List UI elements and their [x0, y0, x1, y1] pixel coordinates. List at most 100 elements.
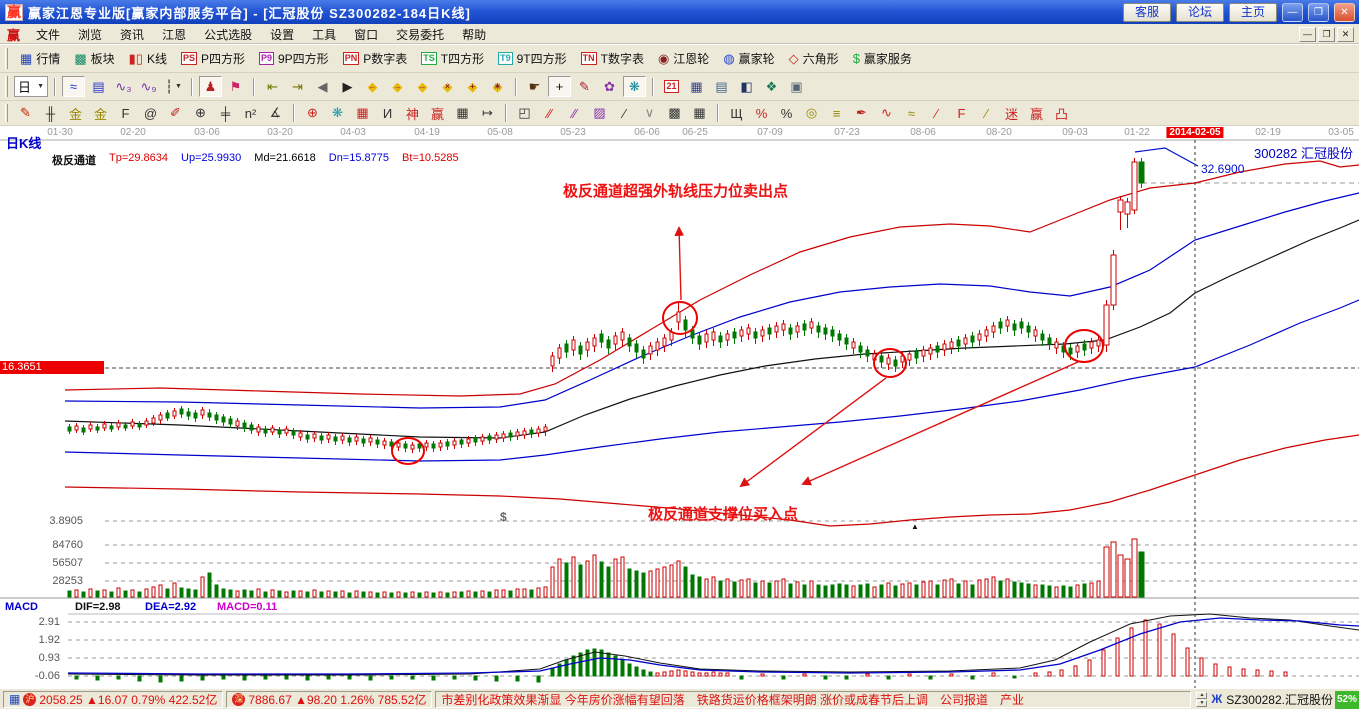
spinner-control[interactable]: ▲ ▼ [1196, 691, 1208, 707]
tool-black-slash[interactable]: ∕ [613, 103, 636, 124]
tool-red-brush[interactable]: ✎ [14, 103, 37, 124]
toolbar-kline[interactable]: ▮▯ K线 [122, 48, 174, 69]
tool-red-grid-box[interactable]: ▦ [351, 103, 374, 124]
tool-v-tool[interactable]: ∨ [638, 103, 661, 124]
toolbar-drag-handle[interactable] [5, 76, 8, 97]
mdi-restore[interactable]: ❐ [1318, 26, 1335, 42]
tool-time-wheel[interactable]: ⊕ [189, 103, 212, 124]
tool-gold-bars[interactable]: ≈ [900, 103, 923, 124]
mdi-minimize[interactable]: — [1299, 26, 1316, 42]
toolbar-p-square[interactable]: PS P四方形 [174, 48, 252, 69]
menu-browse[interactable]: 浏览 [78, 27, 103, 42]
tool-fib-ruler[interactable]: F [114, 103, 137, 124]
tool-red-fan[interactable]: ∕∕ [538, 103, 561, 124]
tool-purple-fan[interactable]: ∕∕ [563, 103, 586, 124]
tool-info-note[interactable]: ▤ [87, 76, 110, 97]
tool-prev-bar[interactable]: ◀ [311, 76, 334, 97]
tool-shen-tool[interactable]: 神 [401, 103, 424, 124]
menu-news[interactable]: 资讯 [120, 27, 145, 42]
tool-candle-width-dropdown[interactable]: ┆ ▼ [162, 76, 185, 97]
tool-calculator[interactable]: ▦ [685, 76, 708, 97]
tool-calendar-21[interactable]: 21 [660, 76, 683, 97]
tool-diamond-left[interactable]: ◆ ← [361, 76, 384, 97]
tool-angle-tool[interactable]: ∡ [264, 103, 287, 124]
tool-net-search[interactable]: ❖ [760, 76, 783, 97]
tool-trend-overlay[interactable]: ≈ [62, 76, 85, 97]
tool-diamond-star[interactable]: ◆ ✳ [486, 76, 509, 97]
tool-go-first[interactable]: ⇤ [261, 76, 284, 97]
toolbar-nine-p-square[interactable]: P9 9P四方形 [252, 48, 336, 69]
tool-gold-slash[interactable]: ∕ [975, 103, 998, 124]
tool-wave-line[interactable]: ∿ [875, 103, 898, 124]
minimize-button[interactable]: — [1282, 2, 1303, 22]
menu-trade[interactable]: 交易委托 [396, 27, 445, 42]
tool-flower-tool[interactable]: ✿ [598, 76, 621, 97]
tool-gold-ruler-1[interactable]: 金 [64, 103, 87, 124]
spin-down-icon[interactable]: ▼ [1196, 699, 1208, 707]
tool-crosshair-tool[interactable]: + [548, 76, 571, 97]
tool-next-bar[interactable]: ▶ [336, 76, 359, 97]
tool-red-figure[interactable]: ♟ [199, 76, 222, 97]
mdi-close[interactable]: ✕ [1337, 26, 1354, 42]
forum-button[interactable]: 论坛 [1175, 2, 1224, 22]
tool-wave-9[interactable]: ∿₉ [137, 76, 160, 97]
homepage-button[interactable]: 主页 [1228, 2, 1277, 22]
toolbar-t-square[interactable]: TS T四方形 [414, 48, 491, 69]
tool-diamond-right[interactable]: ◆ → [386, 76, 409, 97]
tool-period-daily-dropdown[interactable]: 日 ▼ [14, 76, 48, 97]
tool-target-circle[interactable]: ⊕ [301, 103, 324, 124]
toolbar-t-number-table[interactable]: TN T数字表 [574, 48, 651, 69]
tool-black-grid-2[interactable]: ▦ [688, 103, 711, 124]
tool-red-pen-2[interactable]: ✒ [850, 103, 873, 124]
tool-price-scale[interactable]: Щ [725, 103, 748, 124]
tool-grid-ruler[interactable]: ╪ [214, 103, 237, 124]
menu-formula-stock-pick[interactable]: 公式选股 [204, 27, 253, 42]
tool-gold-ruler-2[interactable]: 金 [89, 103, 112, 124]
tool-notepad[interactable]: ▤ [710, 76, 733, 97]
toolbar-drag-handle[interactable] [5, 104, 8, 122]
tool-brain-analysis[interactable]: ❋ [623, 76, 646, 97]
tool-grid-123[interactable]: ▦ [451, 103, 474, 124]
tool-wave-3[interactable]: ∿₃ [112, 76, 135, 97]
tool-width-arrows[interactable]: ↦ [476, 103, 499, 124]
toolbar-hexagon[interactable]: ◇ 六角形 [782, 48, 846, 69]
tool-red-marker[interactable]: ✐ [164, 103, 187, 124]
tool-go-last[interactable]: ⇥ [286, 76, 309, 97]
toolbar-drag-handle[interactable] [5, 48, 8, 69]
tool-ying-tool-2[interactable]: 赢 [1025, 103, 1048, 124]
tool-j-line[interactable]: ∕ [925, 103, 948, 124]
spin-up-icon[interactable]: ▲ [1196, 691, 1208, 699]
chart-area[interactable]: 01-30 02-20 03-06 03-20 04-03 04-19 05-08 05-23… [0, 126, 1359, 688]
tool-remote-computer[interactable]: ▣ [785, 76, 808, 97]
tool-black-grid[interactable]: ▩ [663, 103, 686, 124]
restore-button[interactable]: ❐ [1308, 2, 1329, 22]
tool-gold-lines[interactable]: ≡ [825, 103, 848, 124]
tool-flag-chart[interactable]: ⚑ [224, 76, 247, 97]
tool-f-line[interactable]: F [950, 103, 973, 124]
menu-tools[interactable]: 工具 [312, 27, 337, 42]
menu-settings[interactable]: 设置 [270, 27, 295, 42]
tool-hand-tool[interactable]: ☛ [523, 76, 546, 97]
tool-mi-tool[interactable]: 迷 [1000, 103, 1023, 124]
tool-save[interactable]: ◧ [735, 76, 758, 97]
tool-diamond-expand[interactable]: ◆ ↔ [411, 76, 434, 97]
close-button[interactable]: ✕ [1334, 2, 1355, 22]
tool-mark-pencil[interactable]: ✎ [573, 76, 596, 97]
tool-gold-circle[interactable]: ◎ [800, 103, 823, 124]
menu-help[interactable]: 帮助 [462, 27, 487, 42]
tool-diamond-plus[interactable]: ◆ + [461, 76, 484, 97]
toolbar-p-number-table[interactable]: PN P数字表 [336, 48, 415, 69]
tool-ying-tool[interactable]: 赢 [426, 103, 449, 124]
quote-grid-icon[interactable]: ▦ [9, 692, 21, 706]
tool-quote-marks[interactable]: И [376, 103, 399, 124]
menu-gann[interactable]: 江恩 [162, 27, 187, 42]
customer-service-button[interactable]: 客服 [1122, 2, 1171, 22]
tool-teal-star[interactable]: ❋ [326, 103, 349, 124]
tool-spiral[interactable]: @ [139, 103, 162, 124]
menu-window[interactable]: 窗口 [354, 27, 379, 42]
tool-diamond-close[interactable]: ◆ × [436, 76, 459, 97]
menu-file[interactable]: 文件 [36, 27, 61, 42]
toolbar-winner-service[interactable]: $ 赢家服务 [846, 48, 919, 69]
tool-percent[interactable]: % [775, 103, 798, 124]
toolbar-nine-t-square[interactable]: T9 9T四方形 [491, 48, 574, 69]
